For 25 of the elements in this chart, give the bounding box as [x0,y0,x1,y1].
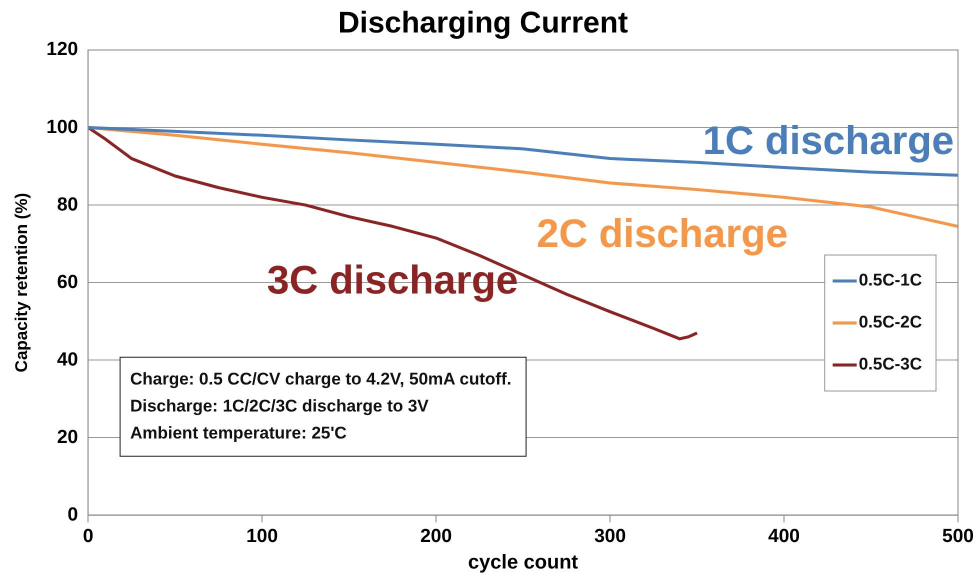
x-tick-label: 0 [82,526,94,547]
x-axis-title: cycle count [468,552,578,574]
annotation: Charge: 0.5 CC/CV charge to 4.2V, 50mA cutoff. [130,369,512,388]
y-tick-label: 80 [56,194,78,216]
x-tick-label: 200 [420,526,452,547]
annotation: Discharge: 1C/2C/3C discharge to 3V [130,396,430,416]
x-tick-label: 300 [594,526,626,547]
y-tick-label: 60 [56,272,78,293]
chart-title: Discharging Current [338,6,628,40]
x-tick-label: 500 [942,526,974,547]
annotation: Ambient temperature: 25'C [130,423,347,442]
y-tick-label: 120 [46,39,78,60]
annotation: 1C discharge [702,119,954,164]
y-tick-label: 20 [56,426,78,448]
y-tick-label: 0 [68,504,78,526]
legend-label: 0.5C-1C [858,270,922,290]
annotation: 3C discharge [266,258,518,303]
annotation: 2C discharge [536,212,788,256]
x-tick-label: 100 [246,526,278,547]
y-tick-label: 40 [56,349,78,370]
legend-label: 0.5C-2C [858,312,922,332]
y-axis-title: Capacity retention (%) [12,192,31,372]
legend-label: 0.5C-3C [858,354,922,374]
x-tick-label: 400 [768,526,800,547]
y-tick-label: 100 [46,116,78,138]
